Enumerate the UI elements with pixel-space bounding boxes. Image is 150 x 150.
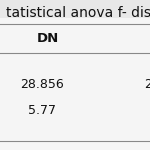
Text: DN: DN: [37, 32, 59, 45]
Text: 5.77: 5.77: [28, 105, 56, 117]
Text: tatistical anova f- dis: tatistical anova f- dis: [6, 6, 150, 20]
Bar: [0, 18, 150, 150]
Text: 23: 23: [144, 78, 150, 90]
Text: 28.856: 28.856: [20, 78, 64, 90]
